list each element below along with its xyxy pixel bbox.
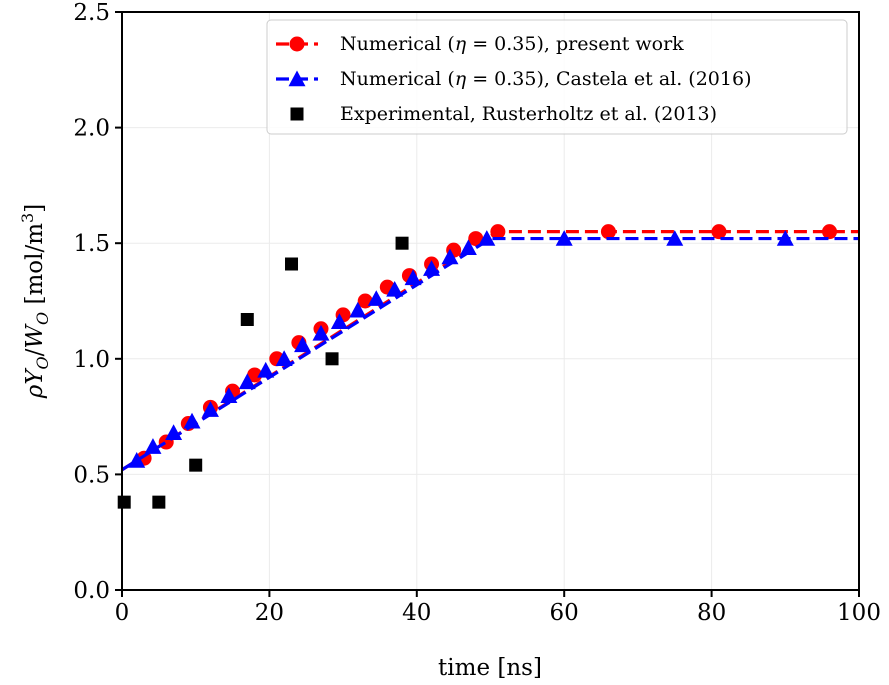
series-1 bbox=[121, 230, 859, 472]
legend-label-part: η bbox=[455, 33, 467, 55]
black-square-marker bbox=[189, 458, 203, 472]
y-tick-label: 0.0 bbox=[73, 578, 110, 604]
series-2 bbox=[117, 236, 409, 509]
y-axis-label: ρYO/WO [mol/m3] bbox=[18, 204, 52, 399]
plot-frame bbox=[121, 11, 860, 591]
blue-triangle-marker bbox=[201, 401, 219, 417]
blue-triangle-marker bbox=[666, 230, 684, 246]
y-tick-label: 0.5 bbox=[73, 462, 110, 488]
legend-label-part: = 0.35), present work bbox=[466, 33, 684, 55]
legend-box bbox=[266, 19, 848, 135]
y-tick-label: 2.0 bbox=[73, 116, 110, 142]
blue-triangle-marker bbox=[128, 452, 146, 468]
blue-triangle-marker bbox=[312, 324, 330, 341]
red-circle-marker bbox=[247, 367, 263, 383]
legend-red-circle-marker bbox=[289, 36, 305, 52]
black-square-marker bbox=[117, 495, 131, 509]
legend-label: Numerical (η = 0.35), present work bbox=[340, 33, 684, 55]
red-circle-marker bbox=[822, 224, 838, 240]
blue-triangle-marker bbox=[220, 387, 238, 404]
blue-triangle-marker bbox=[294, 336, 312, 353]
black-square-marker bbox=[240, 312, 254, 326]
y-tick-label: 2.5 bbox=[73, 0, 110, 26]
blue-triangle-marker bbox=[165, 424, 183, 441]
red-circle-marker bbox=[600, 224, 616, 240]
blue-triangle-marker bbox=[386, 280, 404, 297]
red-circle-marker bbox=[490, 224, 506, 240]
blue-triangle-marker bbox=[555, 230, 573, 246]
blue-triangle-marker bbox=[275, 350, 293, 367]
legend-entry-2: Experimental, Rusterholtz et al. (2013) bbox=[290, 103, 717, 125]
legend-entry-1: Numerical (η = 0.35), Castela et al. (20… bbox=[276, 68, 752, 90]
x-tick-label: 40 bbox=[402, 600, 431, 626]
legend-label: Experimental, Rusterholtz et al. (2013) bbox=[340, 103, 717, 125]
black-square-marker bbox=[285, 257, 299, 271]
series-line bbox=[121, 230, 859, 472]
legend-label-part: η bbox=[455, 68, 467, 90]
black-square-marker bbox=[152, 495, 166, 509]
blue-triangle-marker bbox=[441, 248, 459, 265]
red-circle-marker bbox=[468, 231, 484, 247]
blue-triangle-marker bbox=[330, 313, 348, 330]
black-square-marker bbox=[395, 236, 409, 250]
blue-triangle-marker bbox=[478, 230, 496, 246]
legend-label-part: = 0.35), Castela et al. (2016) bbox=[466, 68, 751, 90]
legend-black-square-marker bbox=[290, 107, 304, 121]
blue-triangle-marker bbox=[459, 239, 477, 256]
x-axis-label: time [ns] bbox=[438, 655, 542, 681]
blue-triangle-marker bbox=[776, 230, 794, 246]
blue-triangle-marker bbox=[144, 438, 162, 454]
blue-triangle-marker bbox=[404, 269, 422, 286]
legend-blue-triangle-marker bbox=[288, 70, 306, 87]
series-0 bbox=[121, 224, 859, 472]
black-square-marker bbox=[325, 352, 339, 366]
x-tick-label: 60 bbox=[550, 600, 579, 626]
legend-label-part: Experimental, Rusterholtz et al. (2013) bbox=[340, 103, 717, 125]
series-line bbox=[121, 236, 859, 472]
x-tick-label: 80 bbox=[697, 600, 726, 626]
y-tick-label: 1.0 bbox=[73, 347, 110, 373]
legend-label: Numerical (η = 0.35), Castela et al. (20… bbox=[340, 68, 752, 90]
x-tick-label: 20 bbox=[255, 600, 284, 626]
plot-series bbox=[117, 224, 859, 509]
blue-triangle-marker bbox=[183, 412, 201, 429]
blue-triangle-marker bbox=[423, 260, 441, 276]
blue-triangle-marker bbox=[257, 361, 275, 378]
legend-entry-0: Numerical (η = 0.35), present work bbox=[276, 33, 684, 55]
axis-ticks: 0 20 40 60 80 100 0.0 0.5 1.0 1.5 2.0 2.5 bbox=[73, 0, 881, 626]
legend-label-part: Numerical ( bbox=[340, 33, 455, 55]
x-tick-label: 0 bbox=[115, 600, 130, 626]
legend: Numerical (η = 0.35), present workNumeri… bbox=[266, 19, 848, 135]
y-tick-label: 1.5 bbox=[73, 231, 110, 257]
blue-triangle-marker bbox=[238, 373, 256, 390]
blue-triangle-marker bbox=[367, 290, 385, 306]
red-circle-marker bbox=[711, 224, 727, 240]
x-tick-label: 100 bbox=[837, 600, 881, 626]
blue-triangle-marker bbox=[349, 301, 367, 318]
legend-label-part: Numerical ( bbox=[340, 68, 455, 90]
